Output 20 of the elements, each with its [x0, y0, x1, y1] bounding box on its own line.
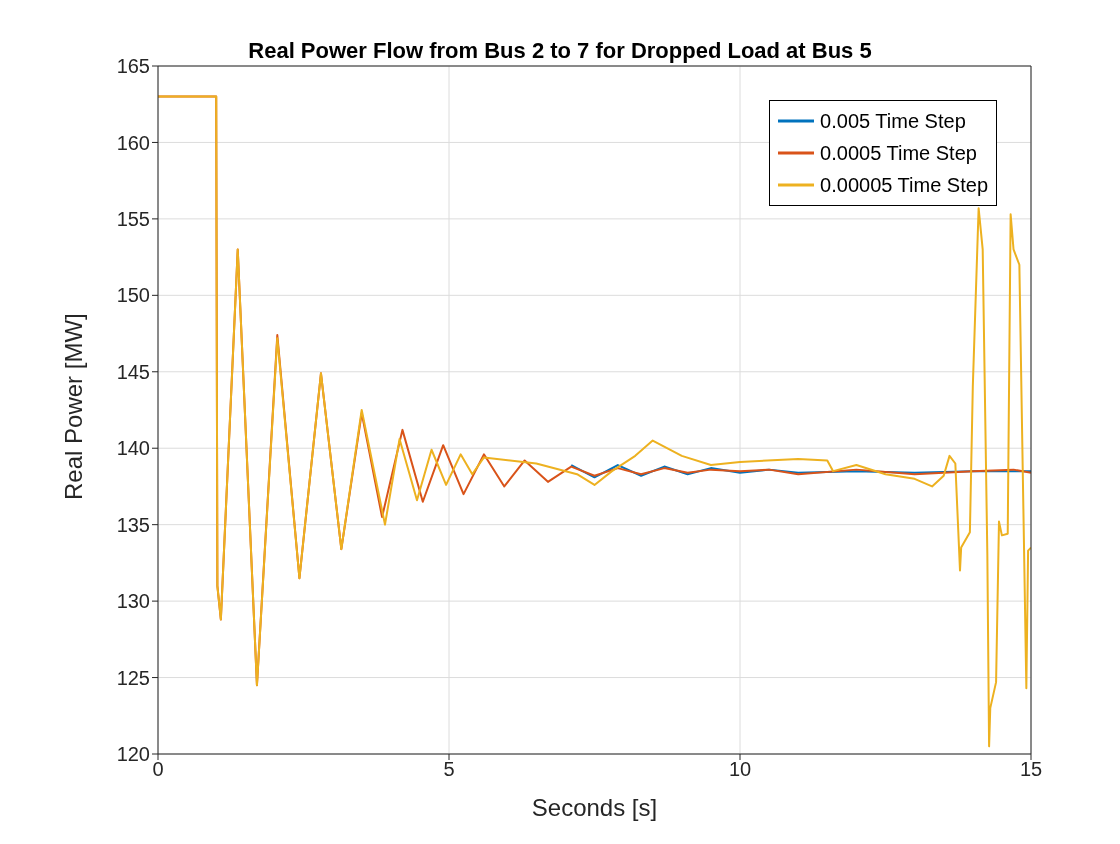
- legend-label: 0.0005 Time Step: [820, 141, 977, 166]
- chart-title: Real Power Flow from Bus 2 to 7 for Dropped Load at Bus 5: [248, 38, 872, 63]
- legend-label: 0.005 Time Step: [820, 109, 966, 134]
- x-tick-label: 15: [1019, 758, 1043, 781]
- y-tick-label: 130: [116, 590, 150, 613]
- y-tick-label: 125: [116, 666, 150, 689]
- legend-label: 0.00005 Time Step: [820, 173, 988, 198]
- y-tick-label: 150: [116, 284, 150, 307]
- y-tick-label: 135: [116, 513, 150, 536]
- x-tick-label: 10: [728, 758, 752, 781]
- x-tick-label: 0: [152, 758, 164, 781]
- y-tick-label: 120: [116, 743, 150, 766]
- x-axis-title: Seconds [s]: [531, 794, 658, 821]
- y-tick-label: 160: [116, 131, 150, 154]
- y-axis-title: Real Power [MW]: [59, 313, 87, 500]
- y-tick-label: 140: [116, 437, 150, 460]
- y-tick-label: 165: [116, 55, 150, 78]
- x-tick-label: 5: [443, 758, 455, 781]
- y-tick-label: 145: [116, 360, 150, 383]
- y-tick-label: 155: [116, 207, 150, 230]
